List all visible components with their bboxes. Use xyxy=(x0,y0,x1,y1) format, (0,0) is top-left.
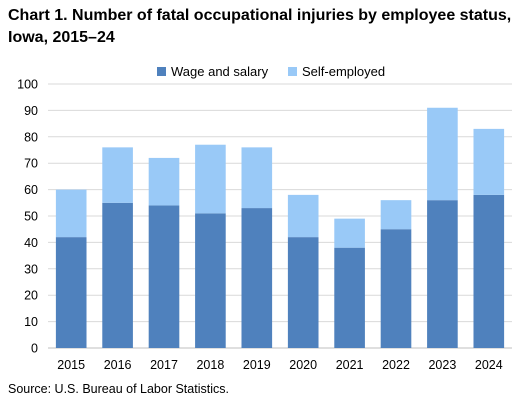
legend-label-self-employed: Self-employed xyxy=(302,64,386,79)
y-tick-label: 20 xyxy=(24,289,38,303)
bar-wage-and-salary xyxy=(473,194,505,348)
legend-label-wage-and-salary: Wage and salary xyxy=(171,64,269,79)
bar-self-employed xyxy=(55,189,87,238)
bar-self-employed xyxy=(241,147,273,209)
legend-item-wage-and-salary: Wage and salary xyxy=(157,64,268,79)
source-note: Source: U.S. Bureau of Labor Statistics. xyxy=(8,382,229,396)
bar-self-employed xyxy=(334,218,365,248)
y-tick-label: 40 xyxy=(24,236,38,250)
legend-item-self-employed: Self-employed xyxy=(288,64,385,79)
x-tick-label: 2022 xyxy=(382,358,410,372)
bar-self-employed xyxy=(287,194,319,238)
bar-wage-and-salary xyxy=(380,229,412,348)
bar-self-employed xyxy=(195,144,226,214)
x-tick-label: 2021 xyxy=(336,358,364,372)
legend-swatch-self-employed xyxy=(288,67,297,76)
bar-self-employed xyxy=(102,147,133,203)
x-tick-label: 2020 xyxy=(289,358,317,372)
bar-wage-and-salary xyxy=(427,200,458,348)
x-tick-label: 2024 xyxy=(475,358,503,372)
bar-wage-and-salary xyxy=(287,237,319,348)
bar-self-employed xyxy=(148,157,180,206)
legend-swatch-wage-and-salary xyxy=(157,67,166,76)
y-tick-label: 90 xyxy=(24,104,38,118)
chart-legend: Wage and salary Self-employed xyxy=(0,64,528,82)
x-tick-label: 2017 xyxy=(150,358,178,372)
bar-wage-and-salary xyxy=(334,247,365,348)
bar-wage-and-salary xyxy=(241,208,273,348)
bar-wage-and-salary xyxy=(195,213,226,348)
x-tick-label: 2015 xyxy=(57,358,85,372)
y-tick-label: 60 xyxy=(24,183,38,197)
bar-wage-and-salary xyxy=(55,237,87,348)
y-tick-label: 50 xyxy=(24,210,38,224)
bar-wage-and-salary xyxy=(148,205,180,348)
y-tick-label: 10 xyxy=(24,315,38,329)
bar-self-employed xyxy=(473,128,505,195)
x-tick-label: 2016 xyxy=(104,358,132,372)
y-tick-label: 70 xyxy=(24,157,38,171)
y-tick-label: 80 xyxy=(24,130,38,144)
y-tick-label: 0 xyxy=(31,342,38,356)
bar-wage-and-salary xyxy=(102,202,133,348)
y-tick-label: 100 xyxy=(17,78,38,92)
bar-self-employed xyxy=(380,200,412,230)
x-tick-label: 2023 xyxy=(428,358,456,372)
y-tick-label: 30 xyxy=(24,262,38,276)
chart-title: Chart 1. Number of fatal occupational in… xyxy=(8,7,512,46)
bar-self-employed xyxy=(427,107,458,201)
x-tick-label: 2018 xyxy=(196,358,224,372)
x-tick-label: 2019 xyxy=(243,358,271,372)
